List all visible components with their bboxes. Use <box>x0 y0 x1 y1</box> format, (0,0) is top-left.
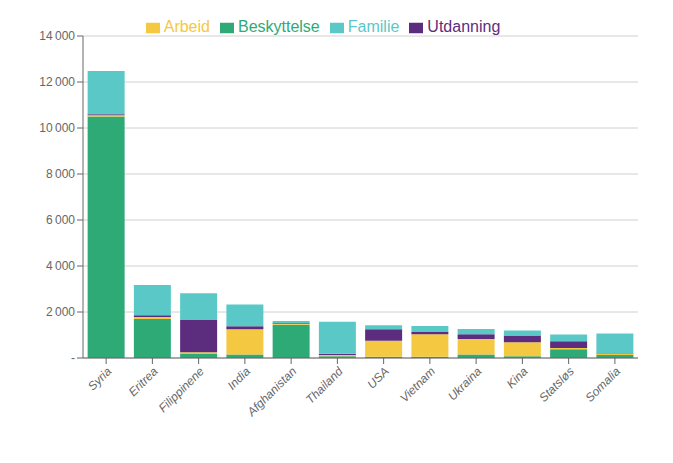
svg-text:Ukraina: Ukraina <box>445 364 484 403</box>
svg-text:Thailand: Thailand <box>303 364 346 407</box>
svg-text:10 000: 10 000 <box>39 121 75 135</box>
svg-text:-: - <box>71 351 75 365</box>
html-text:Utdanning: Utdanning <box>427 18 501 35</box>
svg-text:Statsløs: Statsløs <box>536 364 577 405</box>
svg-text:6 000: 6 000 <box>46 213 75 227</box>
svg-text:4 000: 4 000 <box>46 259 75 273</box>
svg-text:Afghanistan: Afghanistan <box>244 364 300 420</box>
svg-text:8 000: 8 000 <box>46 167 75 181</box>
svg-text:12 000: 12 000 <box>39 75 75 89</box>
svg-text:14 000: 14 000 <box>39 29 75 43</box>
svg-text:Kina: Kina <box>504 364 531 391</box>
html-text:Arbeid: Arbeid <box>163 18 210 35</box>
html-text:Beskyttelse: Beskyttelse <box>238 18 320 35</box>
svg-text:Vietnam: Vietnam <box>397 364 438 405</box>
svg-text:Syria: Syria <box>85 364 114 393</box>
svg-text:Eritrea: Eritrea <box>126 364 161 399</box>
svg-text:USA: USA <box>364 364 391 391</box>
html-text:Familie: Familie <box>347 18 400 35</box>
svg-text:Somalia: Somalia <box>582 364 623 405</box>
svg-text:2 000: 2 000 <box>46 305 75 319</box>
svg-text:Filippinene: Filippinene <box>156 364 207 415</box>
svg-text:India: India <box>225 364 254 393</box>
